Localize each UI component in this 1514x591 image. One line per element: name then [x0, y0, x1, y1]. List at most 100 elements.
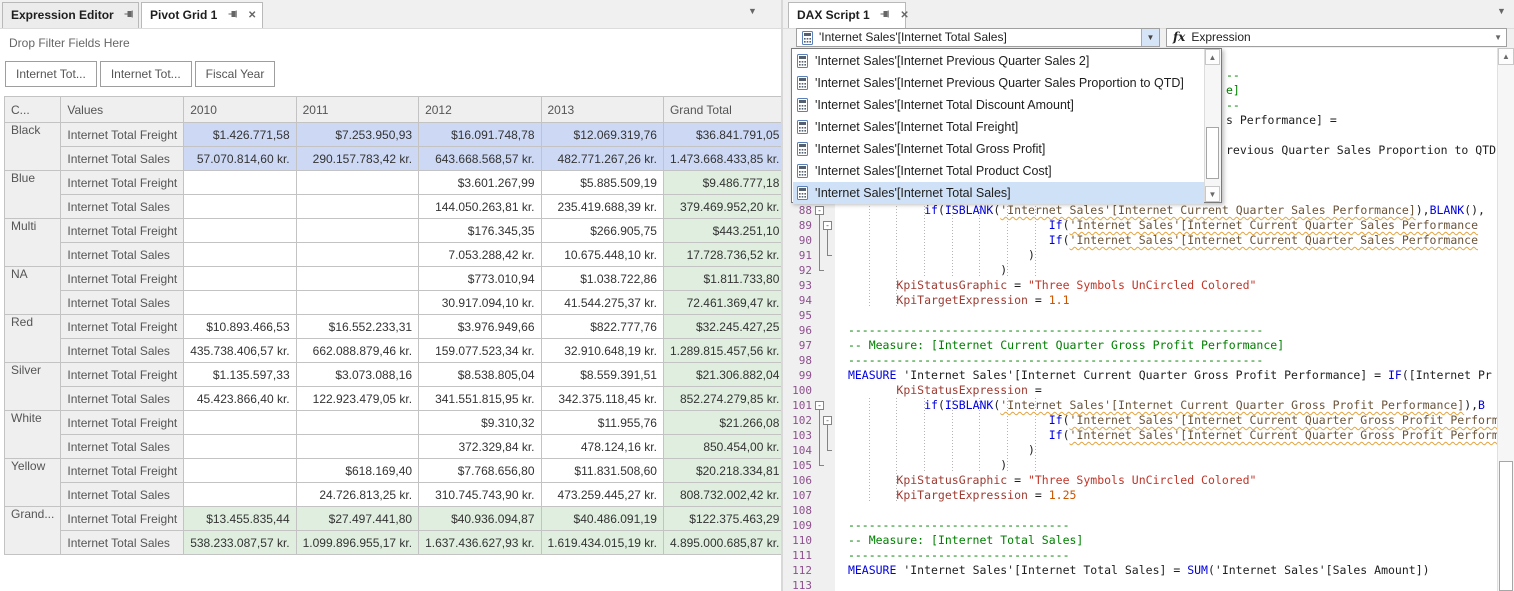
value-cell[interactable]: 1.289.815.457,56 kr. [663, 339, 785, 363]
measure-label[interactable]: Internet Total Freight [61, 171, 184, 195]
row-label[interactable]: Red [5, 315, 61, 363]
value-cell[interactable]: 852.274.279,85 kr. [663, 387, 785, 411]
value-cell[interactable]: $9.310,32 [419, 411, 541, 435]
row-label[interactable]: Multi [5, 219, 61, 267]
tab-overflow-arrow[interactable]: ▼ [748, 6, 757, 16]
value-cell[interactable]: $3.976.949,66 [419, 315, 541, 339]
pin-icon[interactable] [880, 9, 890, 22]
value-cell[interactable]: $1.038.722,86 [541, 267, 663, 291]
value-cell[interactable]: 478.124,16 kr. [541, 435, 663, 459]
value-cell[interactable]: $443.251,10 [663, 219, 785, 243]
value-cell[interactable]: 342.375.118,45 kr. [541, 387, 663, 411]
value-cell[interactable]: $773.010,94 [419, 267, 541, 291]
filter-field-button[interactable]: Internet Tot... [100, 61, 192, 87]
value-cell[interactable]: $1.135.597,33 [184, 363, 296, 387]
expression-combo[interactable]: fxExpression ▼ [1166, 28, 1507, 47]
measure-label[interactable]: Internet Total Sales [61, 387, 184, 411]
filter-field-button[interactable]: Internet Tot... [5, 61, 97, 87]
column-header[interactable]: Values [61, 97, 184, 123]
measure-label[interactable]: Internet Total Sales [61, 291, 184, 315]
dropdown-item[interactable]: 'Internet Sales'[Internet Previous Quart… [793, 72, 1204, 94]
chevron-down-icon[interactable]: ▼ [1141, 29, 1159, 46]
scrollbar-thumb[interactable] [1499, 461, 1513, 591]
value-cell[interactable]: 643.668.568,57 kr. [419, 147, 541, 171]
value-cell[interactable]: 1.473.668.433,85 kr. [663, 147, 785, 171]
row-label[interactable]: Silver [5, 363, 61, 411]
value-cell[interactable]: 4.895.000.685,87 kr. [663, 531, 785, 555]
measure-label[interactable]: Internet Total Sales [61, 147, 184, 171]
column-header[interactable]: 2013 [541, 97, 663, 123]
value-cell[interactable]: $9.486.777,18 [663, 171, 785, 195]
column-header[interactable]: 2010 [184, 97, 296, 123]
close-icon[interactable]: ✕ [248, 11, 256, 21]
dropdown-item[interactable]: 'Internet Sales'[Internet Previous Quart… [793, 50, 1204, 72]
fold-collapse-icon[interactable]: - [815, 401, 824, 410]
measure-label[interactable]: Internet Total Sales [61, 195, 184, 219]
value-cell[interactable]: $122.375.463,29 [663, 507, 785, 531]
value-cell[interactable]: 235.419.688,39 kr. [541, 195, 663, 219]
value-cell[interactable] [184, 219, 296, 243]
value-cell[interactable]: $20.218.334,81 [663, 459, 785, 483]
value-cell[interactable]: 57.070.814,60 kr. [184, 147, 296, 171]
value-cell[interactable]: $40.936.094,87 [419, 507, 541, 531]
value-cell[interactable]: $3.073.088,16 [296, 363, 418, 387]
measure-label[interactable]: Internet Total Freight [61, 315, 184, 339]
value-cell[interactable]: $7.253.950,93 [296, 123, 418, 147]
value-cell[interactable] [296, 171, 418, 195]
measure-label[interactable]: Internet Total Freight [61, 363, 184, 387]
value-cell[interactable]: 372.329,84 kr. [419, 435, 541, 459]
value-cell[interactable]: $21.266,08 [663, 411, 785, 435]
column-header[interactable]: 2011 [296, 97, 418, 123]
tab-expression-editor[interactable]: Expression Editor [2, 2, 139, 28]
value-cell[interactable]: $176.345,35 [419, 219, 541, 243]
value-cell[interactable]: 341.551.815,95 kr. [419, 387, 541, 411]
value-cell[interactable]: 482.771.267,26 kr. [541, 147, 663, 171]
value-cell[interactable] [296, 219, 418, 243]
dropdown-item[interactable]: 'Internet Sales'[Internet Total Sales] [793, 182, 1204, 204]
scroll-up-icon[interactable]: ▲ [1205, 49, 1220, 65]
value-cell[interactable]: $12.069.319,76 [541, 123, 663, 147]
value-cell[interactable]: 310.745.743,90 kr. [419, 483, 541, 507]
value-cell[interactable]: 1.619.434.015,19 kr. [541, 531, 663, 555]
fold-collapse-icon[interactable]: - [815, 206, 824, 215]
value-cell[interactable] [296, 435, 418, 459]
value-cell[interactable]: $27.497.441,80 [296, 507, 418, 531]
measure-label[interactable]: Internet Total Freight [61, 123, 184, 147]
value-cell[interactable]: 435.738.406,57 kr. [184, 339, 296, 363]
value-cell[interactable] [184, 483, 296, 507]
measure-label[interactable]: Internet Total Freight [61, 459, 184, 483]
measure-selector-combo[interactable]: 'Internet Sales'[Internet Total Sales] ▼ [796, 28, 1160, 47]
value-cell[interactable] [184, 435, 296, 459]
tab-overflow-arrow[interactable]: ▼ [1497, 6, 1506, 16]
measure-label[interactable]: Internet Total Sales [61, 435, 184, 459]
value-cell[interactable] [184, 267, 296, 291]
column-header[interactable]: Grand Total [663, 97, 785, 123]
column-header[interactable]: C... [5, 97, 61, 123]
value-cell[interactable] [296, 195, 418, 219]
column-header[interactable]: 2012 [419, 97, 541, 123]
filter-field-button[interactable]: Fiscal Year [195, 61, 276, 87]
value-cell[interactable]: 41.544.275,37 kr. [541, 291, 663, 315]
row-label[interactable]: NA [5, 267, 61, 315]
chevron-down-icon[interactable]: ▼ [1494, 29, 1502, 46]
value-cell[interactable]: $16.091.748,78 [419, 123, 541, 147]
value-cell[interactable]: 144.050.263,81 kr. [419, 195, 541, 219]
measure-label[interactable]: Internet Total Freight [61, 507, 184, 531]
value-cell[interactable]: $10.893.466,53 [184, 315, 296, 339]
value-cell[interactable]: $36.841.791,05 [663, 123, 785, 147]
value-cell[interactable]: $1.811.733,80 [663, 267, 785, 291]
value-cell[interactable]: 122.923.479,05 kr. [296, 387, 418, 411]
value-cell[interactable]: 538.233.087,57 kr. [184, 531, 296, 555]
value-cell[interactable] [296, 267, 418, 291]
measure-label[interactable]: Internet Total Freight [61, 267, 184, 291]
measure-label[interactable]: Internet Total Sales [61, 339, 184, 363]
value-cell[interactable]: 159.077.523,34 kr. [419, 339, 541, 363]
value-cell[interactable]: $11.955,76 [541, 411, 663, 435]
dropdown-item[interactable]: 'Internet Sales'[Internet Total Freight] [793, 116, 1204, 138]
editor-scrollbar[interactable]: ▲ [1497, 48, 1514, 591]
value-cell[interactable]: $3.601.267,99 [419, 171, 541, 195]
dropdown-item[interactable]: 'Internet Sales'[Internet Total Discount… [793, 94, 1204, 116]
value-cell[interactable] [184, 459, 296, 483]
value-cell[interactable]: 45.423.866,40 kr. [184, 387, 296, 411]
value-cell[interactable]: 1.099.896.955,17 kr. [296, 531, 418, 555]
